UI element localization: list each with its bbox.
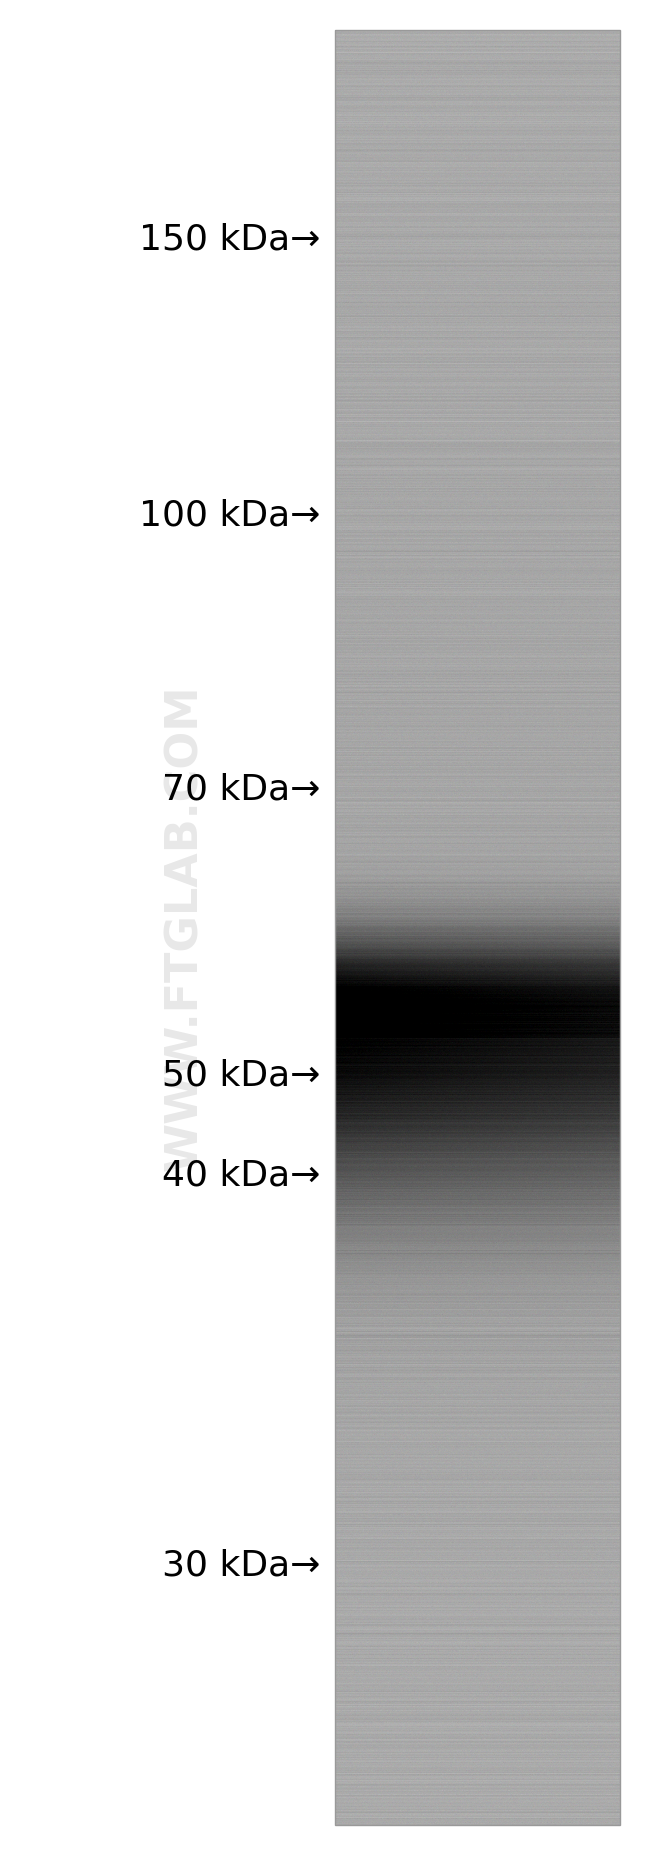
Text: WWW.FTGLAB.COM: WWW.FTGLAB.COM	[162, 684, 206, 1171]
Text: 100 kDa→: 100 kDa→	[138, 497, 320, 532]
Text: 150 kDa→: 150 kDa→	[138, 223, 320, 258]
Text: 50 kDa→: 50 kDa→	[162, 1057, 320, 1093]
Text: 30 kDa→: 30 kDa→	[162, 1549, 320, 1582]
Bar	[335, 30, 620, 1825]
Text: 40 kDa→: 40 kDa→	[162, 1158, 320, 1193]
Text: 70 kDa→: 70 kDa→	[162, 774, 320, 807]
